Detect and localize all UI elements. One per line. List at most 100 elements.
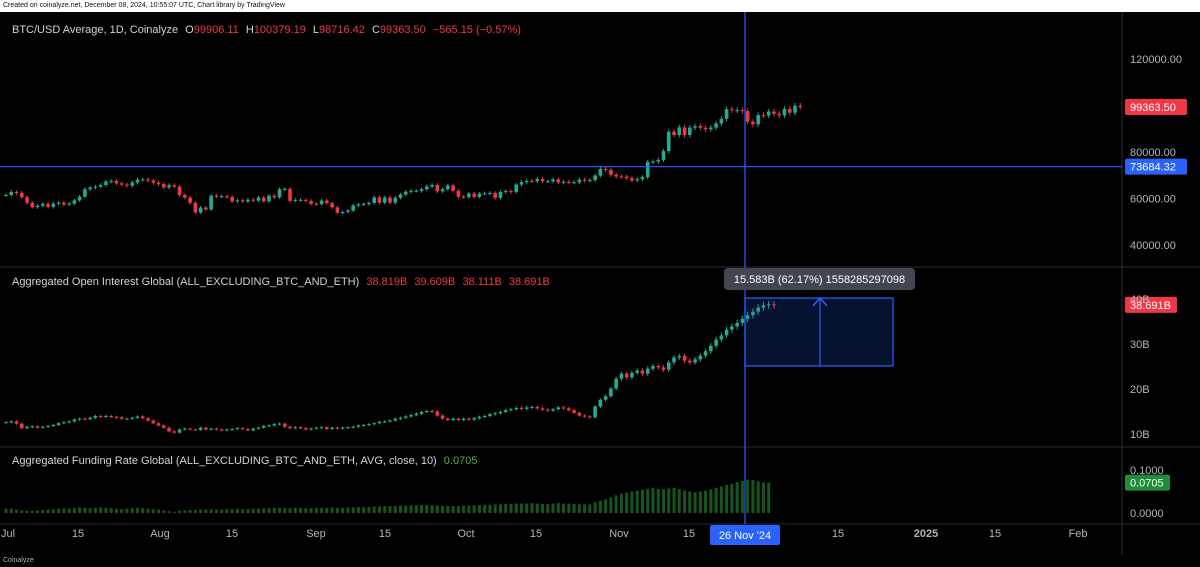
price-candle xyxy=(146,179,150,181)
price-candle xyxy=(556,179,561,183)
price-candle xyxy=(235,200,240,202)
funding-bar xyxy=(362,506,366,513)
oi-candle xyxy=(56,423,61,425)
funding-bar xyxy=(141,508,145,513)
oi-candles xyxy=(4,300,776,434)
oi-candle xyxy=(530,407,534,408)
chart-canvas[interactable]: 15.583B (62.17%) 1558285297098 99363.50 73… xyxy=(0,12,1200,555)
price-candle xyxy=(93,186,98,188)
time-axis-label: Aug xyxy=(150,528,170,540)
price-candle xyxy=(461,196,466,198)
price-tick-label: 60000.00 xyxy=(1130,194,1176,206)
funding-bar xyxy=(230,509,234,513)
funding-bar xyxy=(99,507,103,513)
price-candle xyxy=(724,109,729,119)
oi-candle xyxy=(740,318,745,323)
oi-candle xyxy=(93,416,98,418)
price-candle xyxy=(530,180,534,182)
price-candle xyxy=(177,186,182,196)
oi-candle xyxy=(9,421,14,423)
funding-bar xyxy=(483,504,487,513)
funding-bar xyxy=(651,488,655,513)
crosshair-price-label: 73684.32 xyxy=(1130,162,1176,174)
funding-bar xyxy=(656,488,660,513)
funding-bar xyxy=(251,508,255,513)
funding-bar xyxy=(341,507,345,513)
oi-candle xyxy=(446,418,450,421)
price-candle xyxy=(219,196,224,198)
funding-bar xyxy=(751,479,755,513)
funding-bar xyxy=(246,509,250,513)
funding-bar xyxy=(288,508,292,513)
price-candle xyxy=(356,204,361,206)
oi-candle xyxy=(425,411,429,413)
oi-candle xyxy=(114,416,119,418)
funding-bar xyxy=(583,504,587,513)
oi-candle xyxy=(603,396,608,400)
price-candle xyxy=(119,183,124,185)
measure-label: 15.583B (62.17%) 1558285297098 xyxy=(734,274,905,286)
price-candle xyxy=(456,190,461,197)
time-axis-label: 2025 xyxy=(914,528,938,540)
price-candle xyxy=(77,196,82,201)
oi-candle xyxy=(340,427,345,429)
funding-bar xyxy=(377,506,381,513)
oi-candle xyxy=(498,411,503,414)
crosshair-date-label: 26 Nov '24 xyxy=(719,530,771,542)
price-candle xyxy=(572,182,576,184)
price-candle xyxy=(503,191,508,193)
oi-candle xyxy=(267,425,271,427)
axis-layer: 120000.00 80000.00 60000.00 40000.00 40B 30B 2… xyxy=(1,54,1182,540)
oi-candle xyxy=(619,373,624,379)
oi-candle xyxy=(593,406,597,418)
price-candle xyxy=(172,185,177,187)
price-candle xyxy=(409,190,413,192)
footer-bar: Coinalyze xyxy=(0,555,1200,567)
funding-bar xyxy=(614,495,618,513)
oi-candle xyxy=(256,427,261,429)
funding-tick-label: 0.0000 xyxy=(1130,508,1164,520)
price-candle xyxy=(109,181,113,183)
funding-bar xyxy=(467,505,471,513)
price-candle xyxy=(88,187,92,190)
oi-candle xyxy=(67,421,71,423)
price-candle xyxy=(609,169,613,175)
funding-bar xyxy=(572,503,576,513)
price-candle xyxy=(98,185,103,187)
funding-bar xyxy=(761,482,765,513)
oi-candle xyxy=(761,305,766,308)
funding-bar xyxy=(241,509,245,513)
funding-bar xyxy=(393,506,397,513)
oi-candle xyxy=(146,418,150,421)
funding-bar xyxy=(151,509,155,513)
price-candle xyxy=(640,177,645,180)
price-candle xyxy=(198,207,203,213)
funding-bar xyxy=(535,503,539,513)
funding-bar xyxy=(351,507,355,513)
price-candle xyxy=(340,211,345,213)
price-candle xyxy=(183,195,187,198)
price-candle xyxy=(777,113,782,116)
funding-bar xyxy=(662,489,665,513)
funding-bar xyxy=(562,503,566,513)
funding-bar xyxy=(367,506,371,513)
time-axis-label: Oct xyxy=(457,528,474,540)
funding-bar xyxy=(299,507,303,513)
oi-candle xyxy=(156,423,161,426)
funding-bar xyxy=(404,505,408,513)
price-candle xyxy=(4,195,8,197)
funding-bar xyxy=(420,504,424,513)
oi-legend: Aggregated Open Interest Global (ALL_EXC… xyxy=(12,276,554,288)
funding-bar xyxy=(688,491,692,513)
funding-bar xyxy=(20,510,24,513)
price-candle xyxy=(593,175,597,181)
funding-bar xyxy=(57,508,61,513)
funding-bar xyxy=(546,503,550,513)
oi-candle xyxy=(661,367,666,370)
price-candle xyxy=(488,192,492,194)
price-candle xyxy=(756,115,760,125)
funding-bar xyxy=(588,504,592,513)
funding-bar xyxy=(719,486,723,513)
funding-bar xyxy=(730,483,734,513)
funding-bar xyxy=(136,507,139,513)
